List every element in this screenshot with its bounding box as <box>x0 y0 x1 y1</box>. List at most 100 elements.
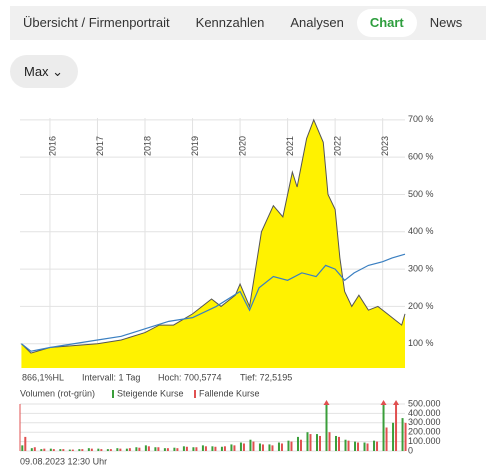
volume-bar <box>192 447 195 451</box>
volume-bar <box>242 443 245 451</box>
volume-bar <box>182 446 185 451</box>
volume-bar <box>97 448 100 451</box>
volume-bar <box>109 449 112 451</box>
volume-bar <box>309 434 312 451</box>
timestamp: 09.08.2023 12:30 Uhr <box>20 456 107 466</box>
volume-bar <box>144 445 147 451</box>
volume-bar <box>325 404 328 451</box>
price-line <box>21 118 406 354</box>
stat: Intervall: 1 Tag <box>82 372 140 382</box>
volume-bar <box>106 449 109 451</box>
overflow-arrow <box>323 400 330 405</box>
y-tick-label: 100 % <box>408 338 434 348</box>
volume-bar <box>211 446 214 451</box>
volume-bar <box>33 447 36 451</box>
stat: Tief: 72,5195 <box>240 372 292 382</box>
volume-bar <box>24 436 27 451</box>
volume-bar <box>277 442 280 451</box>
volume-bar <box>214 446 217 451</box>
volume-bar <box>138 447 141 451</box>
volume-bar <box>176 448 179 451</box>
volume-bar <box>163 448 166 451</box>
volume-bar <box>290 441 293 451</box>
volume-bar <box>40 449 43 451</box>
x-tick-label: 2020 <box>237 136 247 156</box>
price-area <box>21 119 405 369</box>
x-tick-label: 2016 <box>47 136 57 156</box>
volume-bar <box>366 443 369 451</box>
volume-bar <box>166 448 169 451</box>
overflow-arrow <box>380 400 387 405</box>
x-tick-label: 2017 <box>95 136 105 156</box>
volume-bar <box>296 436 299 451</box>
volume-bar <box>287 440 290 451</box>
range-label: Max <box>24 64 49 79</box>
tab[interactable]: News <box>429 15 463 30</box>
stat: 866,1%HL <box>22 372 64 382</box>
y-tick-label: 100.000 <box>408 436 441 446</box>
volume-bar <box>315 434 318 451</box>
y-tick-label: 500 % <box>408 189 434 199</box>
volume-bar <box>401 418 404 451</box>
volume-bar <box>135 447 138 451</box>
volume-bar <box>119 448 122 451</box>
x-tick-label: 2021 <box>285 136 295 156</box>
volume-bar <box>223 446 226 451</box>
volume-bar <box>204 446 207 451</box>
volume-bar <box>357 442 360 451</box>
volume-bar <box>30 448 33 451</box>
volume-bar <box>62 449 65 451</box>
legend-swatch <box>112 390 114 398</box>
y-tick-label: 300 % <box>408 263 434 273</box>
volume-bar <box>335 435 338 451</box>
volume-bar <box>157 447 160 451</box>
volume-bar <box>49 448 52 451</box>
y-tick-label: 200.000 <box>408 427 441 437</box>
tab[interactable]: Kennzahlen <box>195 15 265 30</box>
volume-bar <box>328 432 331 451</box>
volume-bar <box>271 445 274 451</box>
volume-bar <box>395 404 398 451</box>
volume-bar <box>354 441 357 451</box>
volume-bar <box>261 444 264 451</box>
volume-bar <box>21 445 24 451</box>
y-tick-label: 200 % <box>408 301 434 311</box>
legend-label: Fallende Kurse <box>199 388 260 398</box>
volume-bar <box>71 449 74 451</box>
volume-bar <box>280 443 283 451</box>
volume-bar <box>249 439 252 451</box>
volume-bar <box>78 449 81 451</box>
tab[interactable]: Chart <box>356 9 417 37</box>
volume-bar <box>147 446 150 451</box>
tab-bar: Übersicht / Firmenportrait Kennzahlen Anal… <box>10 6 486 40</box>
y-tick-label: 400.000 <box>408 408 441 418</box>
volume-bar <box>220 446 223 451</box>
index-line <box>21 253 406 352</box>
y-tick-label: 300.000 <box>408 417 441 427</box>
volume-bar <box>233 445 236 451</box>
volume-bar <box>404 422 407 451</box>
volume-title: Volumen (rot-grün) <box>20 388 95 398</box>
legend-label: Steigende Kurse <box>117 388 184 398</box>
volume-bar <box>268 444 271 451</box>
volume-bar <box>344 439 347 451</box>
legend-swatch <box>194 390 196 398</box>
volume-bar <box>258 443 261 451</box>
volume-bar <box>385 427 388 451</box>
volume-bar <box>306 432 309 451</box>
overflow-arrow <box>393 400 400 405</box>
tab[interactable]: Analysen <box>290 15 344 30</box>
x-tick-label: 2018 <box>142 136 152 156</box>
volume-bar <box>173 447 176 451</box>
y-tick-label: 700 % <box>408 114 434 124</box>
tab[interactable]: Übersicht / Firmenportrait <box>23 15 170 30</box>
volume-bar <box>338 436 341 451</box>
y-tick-label: 0 <box>408 445 413 455</box>
range-select[interactable]: Max ⌄ <box>10 55 78 88</box>
volume-bar <box>230 444 233 451</box>
y-tick-label: 500.000 <box>408 398 441 408</box>
stat: Hoch: 700,5774 <box>158 372 222 382</box>
volume-bar <box>116 448 119 451</box>
